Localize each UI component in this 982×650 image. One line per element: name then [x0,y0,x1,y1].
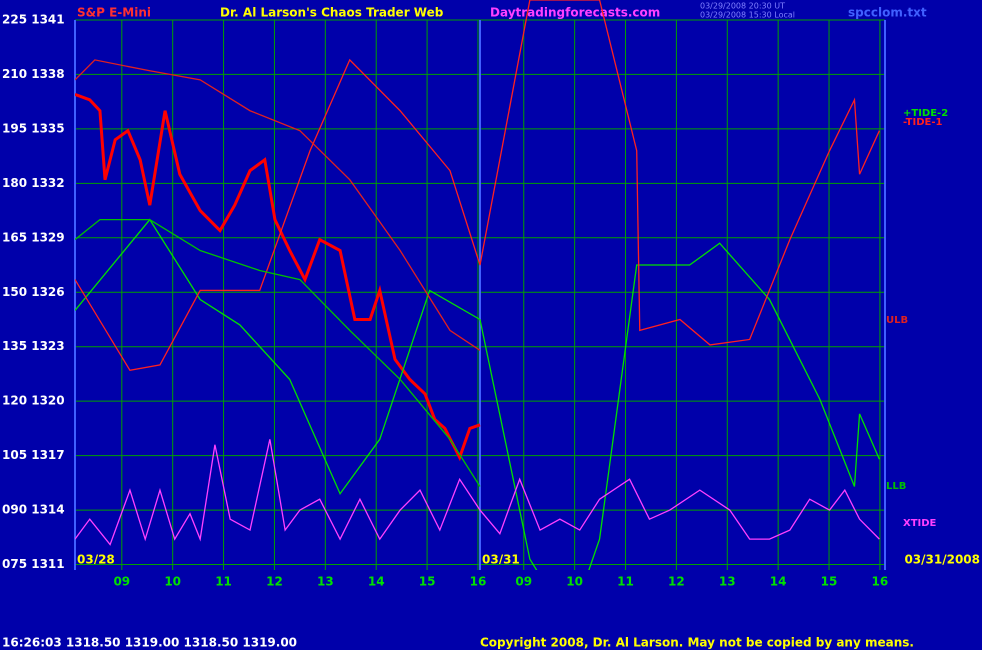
y-tick-label: 090 1314 [2,503,65,517]
y-tick-label: 105 1317 [2,448,65,462]
y-tick-label: 075 1311 [2,557,65,571]
model-line [75,218,880,570]
x-tick-label: 15 [821,575,838,589]
x-tick-label: 16 [872,575,889,589]
x-tick-label: 10 [566,575,583,589]
model-line [75,0,880,372]
stamp: 03/29/2008 20:30 UT [700,2,785,11]
y-tick-label: 180 1332 [2,176,65,190]
y-tick-label: 120 1320 [2,394,65,408]
x-tick-label: 12 [266,575,283,589]
x-tick-label: 14 [368,575,385,589]
chart-title: S&P E-Mini [77,6,151,20]
stamp: 03/29/2008 15:30 Local [700,11,795,20]
y-tick-label: 225 1341 [2,12,65,26]
quote: 16:26:03 1318.50 1319.00 1318.50 1319.00 [2,636,297,650]
copyright: Copyright 2008, Dr. Al Larson. May not b… [480,636,914,650]
x-tick-label: 14 [770,575,787,589]
x-tick-label: 15 [419,575,436,589]
price-line [75,92,481,462]
y-tick-label: 150 1326 [2,285,65,299]
x-tick-label: 16 [470,575,487,589]
x-tick-label: 13 [317,575,334,589]
date-label: 03/31 [482,553,520,567]
x-tick-label: 10 [164,575,181,589]
file-name: spcclom.txt [848,6,927,20]
y-tick-label: 165 1329 [2,230,65,244]
date-label: 03/31/2008 [904,553,980,567]
plot [75,0,880,570]
model-line [75,218,481,487]
x-tick-label: 09 [113,575,130,589]
x-tick-label: 11 [617,575,634,589]
legend-label: +TIDE-2 [903,108,948,119]
subtitle: Dr. Al Larson's Chaos Trader Web [220,6,444,20]
y-tick-label: 210 1338 [2,67,65,81]
site: Daytradingforecasts.com [490,6,660,20]
model-line [75,439,880,546]
legend-label: -TIDE-1 [903,117,943,128]
x-tick-label: 09 [515,575,532,589]
x-tick-label: 11 [215,575,232,589]
x-tick-label: 13 [719,575,736,589]
date-label: 03/28 [77,553,115,567]
legend-label: XTIDE [903,518,937,529]
x-tick-label: 12 [668,575,685,589]
y-tick-label: 195 1335 [2,121,65,135]
legend-label: ULB [886,315,908,326]
legend-label: LLB [886,481,906,492]
model-line [75,59,481,351]
y-tick-label: 135 1323 [2,339,65,353]
